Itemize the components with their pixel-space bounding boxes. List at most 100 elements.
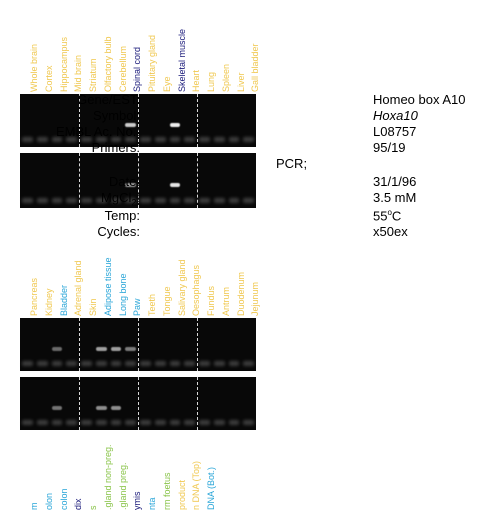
gene-key: Gene/EST: [77,92,140,107]
primer-dimer-band [66,137,77,142]
pcr-product-band [51,406,63,411]
primer-dimer-band [110,361,122,366]
primer-dimer-band [95,198,107,203]
primer-dimer-band [199,361,210,366]
panel1-gel-bottom [20,153,256,208]
pcr-product-band [125,123,136,128]
primer-dimer-band [199,137,210,142]
primer-dimer-band [154,361,166,366]
temp-key: Temp: [104,208,140,223]
primer-dimer-band [125,198,136,203]
primer-dimer-band [184,361,195,366]
pcr-product-band [169,183,181,188]
lane-divider [138,318,139,371]
primer-dimer-band [243,198,254,203]
symbol-key: Symbol: [93,108,140,123]
primer-dimer-band [125,361,136,366]
primer-dimer-band [243,361,254,366]
primer-dimer-band [140,361,151,366]
primer-dimer-band [184,137,195,142]
pcr-product-band [95,347,107,352]
primer-dimer-band [154,420,166,425]
primer-dimer-band [154,137,166,142]
temp-value: 55oC [373,208,402,224]
lane-divider [79,318,80,371]
primer-dimer-band [213,137,225,142]
primer-dimer-band [110,420,122,425]
primer-dimer-band [22,137,33,142]
lane-divider [79,153,80,208]
pcr-product-band [125,183,136,188]
primer-dimer-band [36,137,48,142]
pcr-product-band [125,347,136,352]
pcr-product-band [110,406,122,411]
primer-dimer-band [81,137,92,142]
panel2-gel-bottom [20,377,256,430]
primer-dimer-band [81,198,92,203]
primer-dimer-band [51,198,63,203]
primer-dimer-band [22,420,33,425]
primer-dimer-band [95,420,107,425]
primer-dimer-band [51,420,63,425]
primer-dimer-band [140,198,151,203]
embl-value: L08757 [373,124,417,139]
primer-dimer-band [51,361,63,366]
primer-dimer-band [213,420,225,425]
primer-dimer-band [199,420,210,425]
cycles-key: Cycles: [97,224,140,239]
primer-dimer-band [228,361,240,366]
primer-dimer-band [36,420,48,425]
primer-dimer-band [228,420,240,425]
panel3-lane-labels: m olon colon dix s .gland non-preg. .gland pre… [29,444,216,510]
lane-divider [79,94,80,147]
date-value: 31/1/96 [373,174,417,189]
primers-value: 95/19 [373,140,406,155]
primer-dimer-band [95,361,107,366]
lane-divider [197,377,198,430]
primer-dimer-band [169,361,181,366]
primer-dimer-band [125,137,136,142]
pcr-product-band [51,347,63,352]
primer-dimer-band [169,420,181,425]
lane-divider [138,94,139,147]
mgcl2-key: MgCl2: [101,190,140,208]
primer-dimer-band [36,361,48,366]
gene-info: Gene/EST: Homeo box A10 Symbol: Hoxa10 E… [56,92,503,242]
lane-divider [138,153,139,208]
panel1-lane-labels: Whole brain Cortex Hippocampus Mid brain Str… [29,28,261,92]
date-key: Date: [108,174,140,189]
primer-dimer-band [213,198,225,203]
primer-dimer-band [243,137,254,142]
gene-value: Homeo box A10 [373,92,466,107]
primer-dimer-band [81,361,92,366]
pcr-heading: PCR; [276,156,308,171]
primer-dimer-band [22,198,33,203]
primer-dimer-band [36,198,48,203]
primer-dimer-band [66,420,77,425]
embl-key: EMBL Ac. No.: [55,124,140,139]
primer-dimer-band [169,137,181,142]
lane-divider [197,94,198,147]
primer-dimer-band [228,198,240,203]
primer-dimer-band [243,420,254,425]
primer-dimer-band [154,198,166,203]
primer-dimer-band [110,137,122,142]
primer-dimer-band [81,420,92,425]
primers-key: Primers: [91,140,140,155]
primer-dimer-band [95,137,107,142]
primer-dimer-band [199,198,210,203]
primer-dimer-band [66,361,77,366]
pcr-product-band [110,347,122,352]
cycles-value: x50ex [373,224,408,239]
symbol-value: Hoxa10 [373,108,418,123]
primer-dimer-band [51,137,63,142]
primer-dimer-band [169,198,181,203]
primer-dimer-band [140,420,151,425]
lane-divider [79,377,80,430]
primer-dimer-band [22,361,33,366]
primer-dimer-band [110,198,122,203]
mgcl2-value: 3.5 mM [373,190,417,205]
pcr-product-band [169,123,181,128]
primer-dimer-band [228,137,240,142]
pcr-product-band [95,406,107,411]
